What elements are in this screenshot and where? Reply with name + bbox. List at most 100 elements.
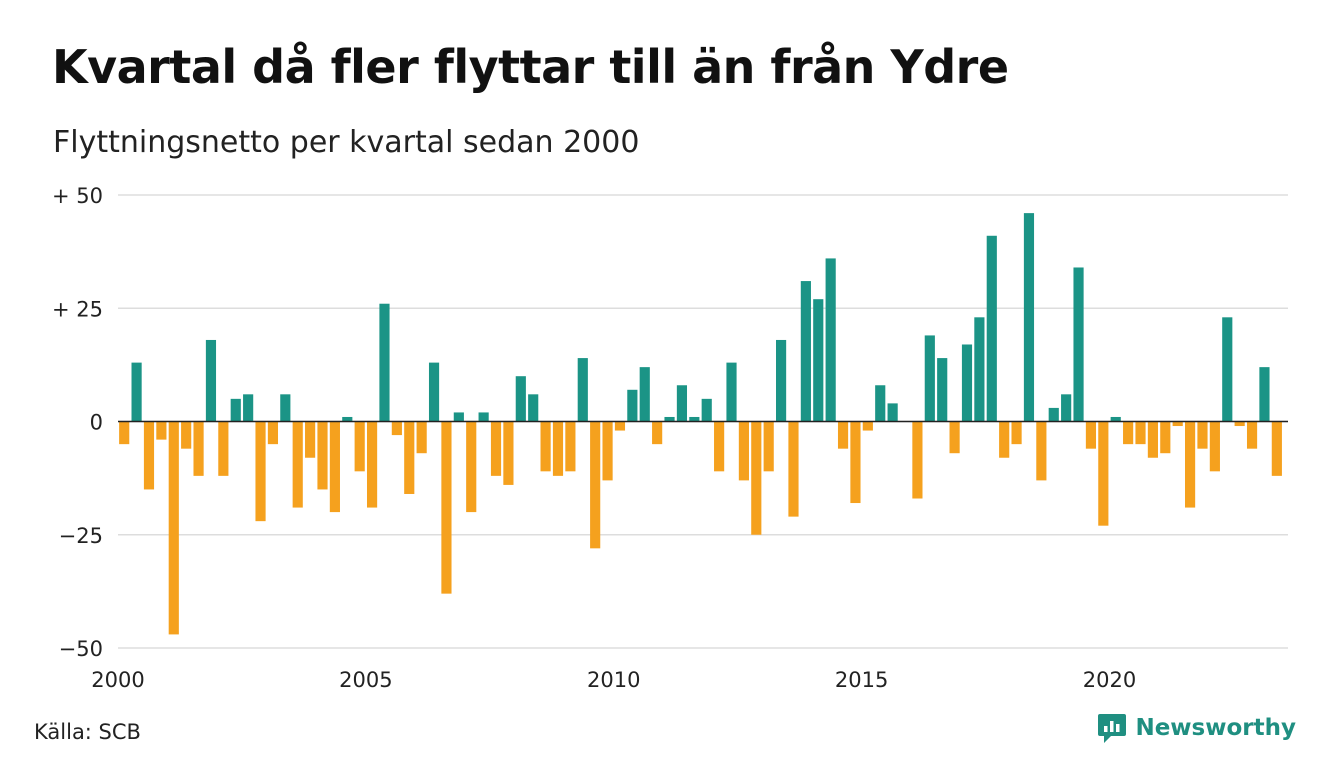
bar <box>193 421 204 476</box>
bar <box>701 398 712 422</box>
bar <box>416 421 427 454</box>
bar <box>825 258 836 422</box>
bar <box>267 421 279 445</box>
bar <box>528 394 539 422</box>
bar <box>131 362 142 422</box>
bar <box>354 421 365 472</box>
bar <box>974 317 985 422</box>
bar <box>1185 421 1196 508</box>
brand-name: Newsworthy <box>1135 715 1296 741</box>
bar <box>1048 407 1059 422</box>
bar <box>676 385 688 422</box>
bar <box>503 421 514 485</box>
bar <box>875 385 886 422</box>
bar <box>751 421 762 535</box>
bar <box>1036 421 1047 481</box>
bar <box>986 235 997 422</box>
bar <box>862 421 873 431</box>
bar <box>1135 421 1146 445</box>
bar <box>552 421 564 476</box>
bar <box>788 421 799 517</box>
bar <box>837 421 849 449</box>
bar <box>490 421 502 476</box>
bar <box>565 421 576 472</box>
x-tick-label: 2010 <box>587 668 640 692</box>
bar <box>292 421 303 508</box>
bar <box>515 376 526 422</box>
bar <box>540 421 551 472</box>
bar <box>776 339 787 422</box>
x-tick-label: 2000 <box>91 668 144 692</box>
bar <box>391 421 402 436</box>
bar <box>726 362 737 422</box>
bar <box>205 339 217 422</box>
bar <box>887 403 898 422</box>
bar <box>156 421 167 440</box>
bar <box>168 421 179 635</box>
y-tick-label: + 25 <box>52 297 103 321</box>
bar <box>763 421 774 472</box>
source-note: Källa: SCB <box>34 720 141 744</box>
brand-logo: Newsworthy <box>1097 712 1296 744</box>
bar <box>1147 421 1158 458</box>
bar <box>912 421 923 499</box>
y-tick-label: 0 <box>90 411 103 435</box>
bar <box>1098 421 1109 526</box>
bar <box>1222 317 1233 422</box>
bar <box>850 421 861 504</box>
bar <box>614 421 626 431</box>
bar <box>1197 421 1208 449</box>
y-tick-label: −25 <box>59 524 103 548</box>
bar <box>937 358 948 422</box>
bar <box>1160 421 1171 454</box>
bar <box>366 421 378 508</box>
y-tick-label: + 50 <box>52 184 103 208</box>
bar <box>1234 421 1245 427</box>
bar <box>143 421 155 490</box>
bar <box>1246 421 1258 449</box>
bar <box>1172 421 1183 427</box>
bar <box>590 421 601 549</box>
bar <box>329 421 340 513</box>
bar <box>305 421 316 458</box>
chart-subtitle: Flyttningsnetto per kvartal sedan 2000 <box>53 125 640 160</box>
y-axis-labels: + 50 + 25 0 −25 −50 <box>52 184 103 661</box>
bar <box>949 421 960 454</box>
y-tick-label: −50 <box>59 637 103 661</box>
x-axis-labels: 2000 2005 2010 2015 2020 <box>91 668 1136 692</box>
bar <box>689 416 700 422</box>
bar <box>813 299 824 422</box>
bar <box>602 421 613 481</box>
bar <box>1123 421 1134 445</box>
bar <box>478 412 489 422</box>
bar <box>800 281 811 422</box>
bar <box>404 421 415 494</box>
bar <box>255 421 266 522</box>
bar <box>1011 421 1022 445</box>
bar <box>1061 394 1072 422</box>
bar <box>1023 213 1035 422</box>
bar-chart: + 50 + 25 0 −25 −50 2000 2005 2010 2015 2020 <box>52 184 1288 692</box>
bar <box>924 335 935 422</box>
bar <box>466 421 477 513</box>
bar <box>577 358 588 422</box>
bar <box>428 362 440 422</box>
newsworthy-logo-icon <box>1098 714 1127 743</box>
chart-title: Kvartal då fler flyttar till än från Ydr… <box>52 40 1009 94</box>
bar <box>714 421 725 472</box>
x-tick-label: 2020 <box>1083 668 1136 692</box>
bar <box>230 398 241 422</box>
bar <box>317 421 328 490</box>
x-tick-label: 2005 <box>339 668 392 692</box>
bar <box>243 394 254 422</box>
bar <box>961 344 973 422</box>
bar <box>342 416 353 422</box>
bar <box>627 389 638 422</box>
x-tick-label: 2015 <box>835 668 888 692</box>
bar <box>999 421 1010 458</box>
bar <box>181 421 192 449</box>
bar <box>664 416 675 422</box>
bar <box>379 303 390 422</box>
bar <box>1271 421 1282 476</box>
bar <box>1259 367 1270 422</box>
